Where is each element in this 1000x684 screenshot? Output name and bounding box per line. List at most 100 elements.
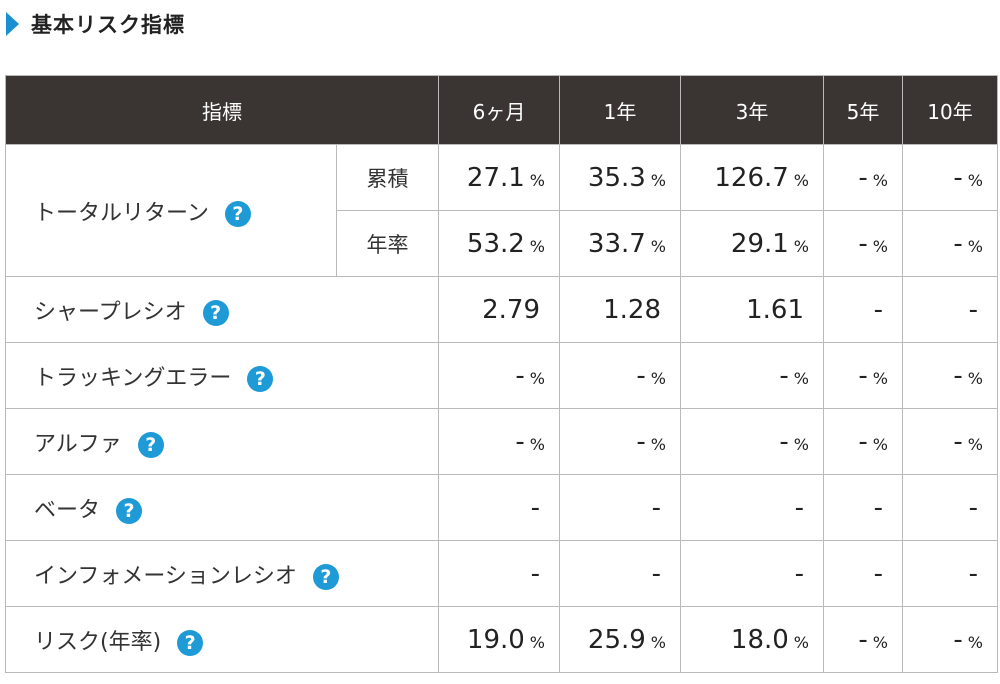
table-row: インフォメーションレシオ? - - - - - (5, 540, 998, 607)
header-period-3y: 3年 (680, 75, 824, 145)
sub-row-label: 累積 (336, 144, 439, 211)
indicator-name-cell: トータルリターン? (5, 144, 337, 277)
header-period-5y: 5年 (823, 75, 903, 145)
value-number: - (515, 360, 525, 391)
value-number: - (873, 294, 883, 325)
value-number: - (794, 558, 804, 589)
value-number: - (779, 426, 789, 457)
value-number: - (953, 228, 963, 259)
value-number: 33.7 (587, 228, 646, 259)
indicator-name-cell: トラッキングエラー? (5, 342, 439, 409)
value-unit: % (793, 434, 809, 454)
value-cell: -% (823, 606, 903, 673)
help-question-icon[interactable]: ? (116, 497, 143, 524)
value-number: - (873, 558, 883, 589)
value-unit: % (967, 368, 983, 388)
value-unit: % (793, 236, 809, 256)
sub-row-label: 年率 (336, 210, 439, 277)
value-number: - (530, 492, 540, 523)
value-cell: - (823, 540, 903, 607)
help-question-icon[interactable]: ? (312, 563, 339, 590)
value-cell: 2.79 (438, 276, 560, 343)
value-number: - (794, 492, 804, 523)
value-cell: - (902, 474, 998, 541)
value-cell: - (823, 276, 903, 343)
value-cell: 126.7% (680, 144, 824, 211)
value-number: 2.79 (482, 294, 540, 325)
table-row: アルファ? -% -% -% -% -% (5, 408, 998, 475)
value-number: - (858, 228, 868, 259)
value-number: - (858, 162, 868, 193)
table-header-row: 指標 6ヶ月 1年 3年 5年 10年 (5, 75, 998, 145)
value-number: 126.7 (714, 162, 789, 193)
value-number: - (515, 426, 525, 457)
value-number: - (968, 294, 978, 325)
value-cell: -% (902, 144, 998, 211)
value-cell: -% (902, 408, 998, 475)
value-number: - (953, 162, 963, 193)
value-number: 1.61 (746, 294, 804, 325)
indicator-name-cell: ベータ? (5, 474, 439, 541)
value-number: - (651, 558, 661, 589)
header-period-1y: 1年 (559, 75, 681, 145)
value-unit: % (872, 236, 888, 256)
value-cell: 29.1% (680, 210, 824, 277)
help-question-icon[interactable]: ? (137, 431, 164, 458)
value-unit: % (650, 236, 666, 256)
value-cell: - (680, 474, 824, 541)
value-number: - (968, 492, 978, 523)
value-number: 53.2 (466, 228, 525, 259)
value-unit: % (650, 170, 666, 190)
section-heading: 基本リスク指標 (6, 6, 185, 42)
value-cell: -% (680, 342, 824, 409)
value-cell: 53.2% (438, 210, 560, 277)
value-unit: % (650, 434, 666, 454)
table-row: ベータ? - - - - - (5, 474, 998, 541)
value-unit: % (872, 368, 888, 388)
value-unit: % (872, 434, 888, 454)
value-unit: % (529, 632, 545, 652)
value-unit: % (793, 368, 809, 388)
value-number: 1.28 (603, 294, 661, 325)
value-cell: 27.1% (438, 144, 560, 211)
value-cell: 35.3% (559, 144, 681, 211)
indicator-name: リスク(年率) (34, 629, 162, 655)
value-number: - (779, 360, 789, 391)
value-cell: -% (823, 144, 903, 211)
indicator-name-cell: シャープレシオ? (5, 276, 439, 343)
value-unit: % (529, 368, 545, 388)
indicator-name: アルファ (34, 431, 122, 457)
value-unit: % (872, 632, 888, 652)
indicator-name-cell: インフォメーションレシオ? (5, 540, 439, 607)
value-cell: - (559, 540, 681, 607)
table-row: リスク(年率)? 19.0% 25.9% 18.0% -% -% (5, 606, 998, 673)
table-row: 年率 53.2% 33.7% 29.1% -% -% (6, 210, 998, 277)
table-row: シャープレシオ? 2.79 1.28 1.61 - - (5, 276, 998, 343)
value-cell: -% (902, 606, 998, 673)
value-unit: % (529, 236, 545, 256)
value-cell: - (902, 540, 998, 607)
value-number: - (858, 426, 868, 457)
value-number: 18.0 (730, 624, 789, 655)
value-number: - (968, 558, 978, 589)
value-cell: 1.28 (559, 276, 681, 343)
value-number: - (651, 492, 661, 523)
value-number: - (530, 558, 540, 589)
indicator-name: トータルリターン (34, 200, 209, 226)
value-cell: -% (823, 408, 903, 475)
value-number: - (953, 624, 963, 655)
value-unit: % (529, 434, 545, 454)
help-question-icon[interactable]: ? (202, 299, 229, 326)
help-question-icon[interactable]: ? (247, 365, 274, 392)
value-cell: -% (902, 210, 998, 277)
heading-triangle-icon (6, 12, 19, 36)
header-indicator: 指標 (5, 75, 439, 145)
header-period-10y: 10年 (902, 75, 998, 145)
help-question-icon[interactable]: ? (177, 629, 204, 656)
value-unit: % (793, 170, 809, 190)
help-question-icon[interactable]: ? (224, 200, 251, 227)
value-number: - (953, 426, 963, 457)
value-number: - (858, 624, 868, 655)
value-cell: 1.61 (680, 276, 824, 343)
header-period-6m: 6ヶ月 (438, 75, 560, 145)
